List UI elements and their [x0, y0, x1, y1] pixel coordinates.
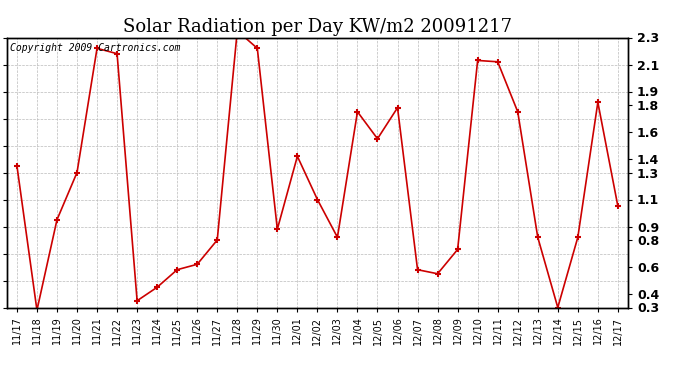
- Text: Copyright 2009 Cartronics.com: Copyright 2009 Cartronics.com: [10, 43, 180, 53]
- Title: Solar Radiation per Day KW/m2 20091217: Solar Radiation per Day KW/m2 20091217: [123, 18, 512, 36]
